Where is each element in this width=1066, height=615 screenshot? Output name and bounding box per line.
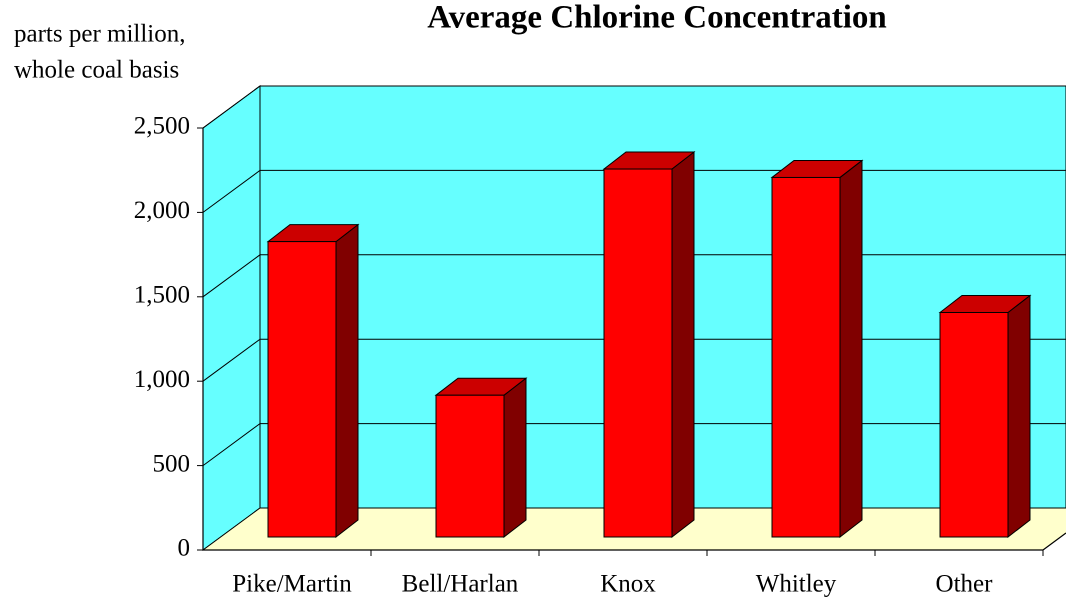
- chart-title: Average Chlorine Concentration: [427, 0, 886, 36]
- y-tick-label: 500: [153, 450, 191, 477]
- bar: [771, 176, 841, 538]
- y-tick-label: 1,000: [134, 366, 190, 393]
- y-tick-label: 2,000: [134, 197, 190, 224]
- x-tick-label: Knox: [600, 571, 656, 598]
- y-tick-label: 1,500: [134, 282, 190, 309]
- y-axis-label: parts per million,: [14, 21, 186, 48]
- bar-side: [671, 150, 695, 539]
- x-tick-label: Pike/Martin: [232, 571, 352, 598]
- y-tick-label: 0: [178, 535, 191, 562]
- x-tick-label: Other: [936, 571, 994, 598]
- bar-side: [1007, 294, 1031, 539]
- bar-side: [503, 377, 527, 539]
- y-tick-label: 2,500: [134, 113, 190, 140]
- bar: [603, 168, 673, 538]
- bar: [939, 311, 1009, 538]
- bar: [267, 241, 337, 538]
- bar: [435, 394, 505, 538]
- side-wall: [202, 85, 261, 551]
- grid-line: [202, 85, 1066, 129]
- y-axis-label: whole coal basis: [14, 57, 179, 84]
- bar-side: [335, 223, 359, 539]
- bar-side: [839, 159, 863, 539]
- x-tick-label: Bell/Harlan: [402, 571, 519, 598]
- x-tick-label: Whitley: [756, 571, 837, 598]
